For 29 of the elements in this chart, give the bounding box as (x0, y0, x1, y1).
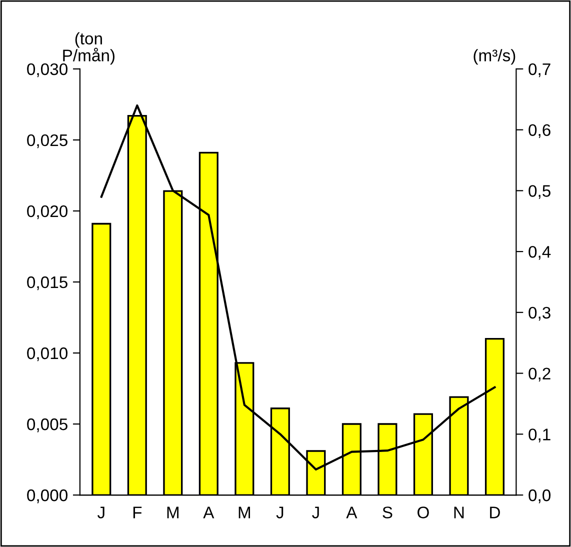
x-tick-label: A (346, 506, 358, 518)
y-tick-label: 0,005 (27, 418, 68, 432)
x-tick-label: S (382, 506, 392, 518)
y2-tick-label: 0,3 (528, 306, 550, 321)
x-tick-label: D (490, 506, 500, 518)
y-tick-label: 0,030 (27, 63, 68, 78)
y2-axis-title: (m³/s) (474, 49, 516, 65)
x-tick-label: J (97, 506, 104, 518)
y-tick-label: 0,000 (27, 489, 68, 504)
x-tick-label: A (203, 506, 214, 518)
x-tick-label: M (167, 506, 178, 518)
x-tick-label: J (312, 506, 319, 518)
y2-tick-label: 0,7 (528, 63, 550, 78)
x-tick-label: F (133, 506, 142, 518)
y-tick-label: 0,020 (27, 205, 68, 220)
x-tick-label: M (238, 506, 250, 518)
x-tick-label: J (276, 506, 284, 518)
y2-tick-label: 0,1 (528, 428, 550, 442)
y-tick-label: 0,015 (27, 276, 68, 290)
x-tick-label: N (454, 506, 464, 518)
y2-tick-label: 0,6 (528, 124, 550, 138)
x-tick-label: O (418, 506, 429, 518)
y2-tick-label: 0,2 (528, 368, 550, 382)
y2-tick-label: 0,5 (528, 185, 550, 199)
y-axis-title: (ton P/mån) (63, 32, 114, 65)
y-tick-label: 0,025 (27, 134, 68, 148)
y2-tick-label: 0,0 (528, 489, 551, 504)
y2-tick-label: 0,4 (528, 246, 551, 260)
y-tick-label: 0,010 (27, 347, 68, 362)
